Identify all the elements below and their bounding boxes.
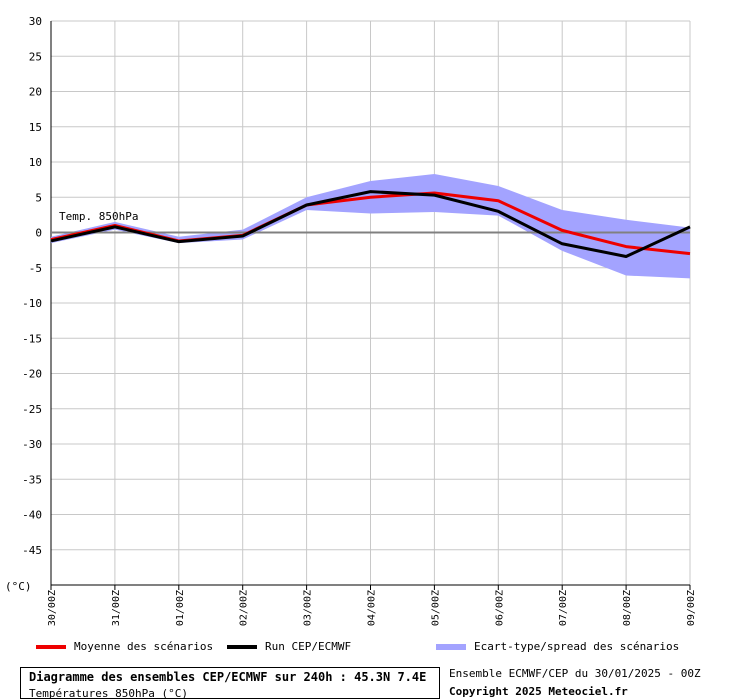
y-tick-label: 15 — [29, 121, 42, 134]
x-tick-label: 02/00Z — [239, 590, 250, 626]
legend-spread: Ecart-type/spread des scénarios — [436, 640, 679, 653]
footer-title-box: Diagramme des ensembles CEP/ECMWF sur 24… — [20, 667, 440, 700]
legend-mean-swatch — [36, 644, 66, 649]
x-tick-label: 04/00Z — [367, 590, 378, 626]
y-tick-label: -5 — [29, 262, 42, 275]
legend-run: Run CEP/ECMWF — [227, 640, 351, 653]
y-unit-label: (°C) — [5, 580, 32, 593]
ensemble-chart: 30 25 20 15 10 5 0 -5 -10 -15 -20 -25 -30 -35 -40 -45 3… — [5, 15, 697, 626]
legend-spread-swatch — [436, 643, 466, 650]
y-tick-label: 10 — [29, 156, 42, 169]
grid — [50, 20, 691, 586]
x-axis-ticks: 30/00Z 31/00Z 01/00Z 02/00Z 03/00Z 04/00Z 05/0… — [47, 585, 697, 626]
x-tick-label: 09/00Z — [686, 590, 697, 626]
y-tick-label: -15 — [22, 332, 42, 345]
y-tick-label: 0 — [35, 227, 42, 240]
x-tick-label: 01/00Z — [175, 590, 186, 626]
series-label: Temp. 850hPa — [59, 210, 138, 223]
footer-title: Diagramme des ensembles CEP/ECMWF sur 24… — [29, 670, 427, 684]
x-tick-label: 05/00Z — [430, 590, 441, 626]
legend-mean: Moyenne des scénarios — [36, 640, 213, 653]
y-tick-label: 30 — [29, 15, 42, 28]
footer-subtitle: Températures 850hPa (°C) — [29, 687, 188, 700]
y-tick-label: 25 — [29, 50, 42, 63]
legend-spread-label: Ecart-type/spread des scénarios — [474, 640, 680, 653]
y-tick-label: -25 — [22, 403, 42, 416]
run-info: Ensemble ECMWF/CEP du 30/01/2025 - 00Z — [449, 667, 701, 680]
y-tick-label: -40 — [22, 509, 42, 522]
y-axis-ticks: 30 25 20 15 10 5 0 -5 -10 -15 -20 -25 -30 -35 -40 -45 — [22, 15, 42, 557]
y-tick-label: 5 — [35, 191, 42, 204]
legend-run-swatch — [227, 644, 257, 649]
y-tick-label: -10 — [22, 297, 42, 310]
spread-band — [51, 173, 690, 279]
run-series-line — [50, 190, 691, 258]
y-tick-label: -35 — [22, 473, 42, 486]
legend-mean-label: Moyenne des scénarios — [74, 640, 214, 653]
y-tick-label: -20 — [22, 368, 42, 381]
legend-run-label: Run CEP/ECMWF — [265, 640, 352, 653]
x-tick-label: 07/00Z — [558, 590, 569, 626]
x-tick-label: 30/00Z — [47, 590, 58, 626]
y-tick-label: -45 — [22, 544, 42, 557]
x-tick-label: 08/00Z — [622, 590, 633, 626]
x-tick-label: 31/00Z — [111, 590, 122, 626]
x-tick-label: 03/00Z — [303, 590, 314, 626]
x-tick-label: 06/00Z — [494, 590, 505, 626]
y-tick-label: 20 — [29, 86, 42, 99]
copyright: Copyright 2025 Meteociel.fr — [449, 685, 628, 698]
y-tick-label: -30 — [22, 438, 42, 451]
